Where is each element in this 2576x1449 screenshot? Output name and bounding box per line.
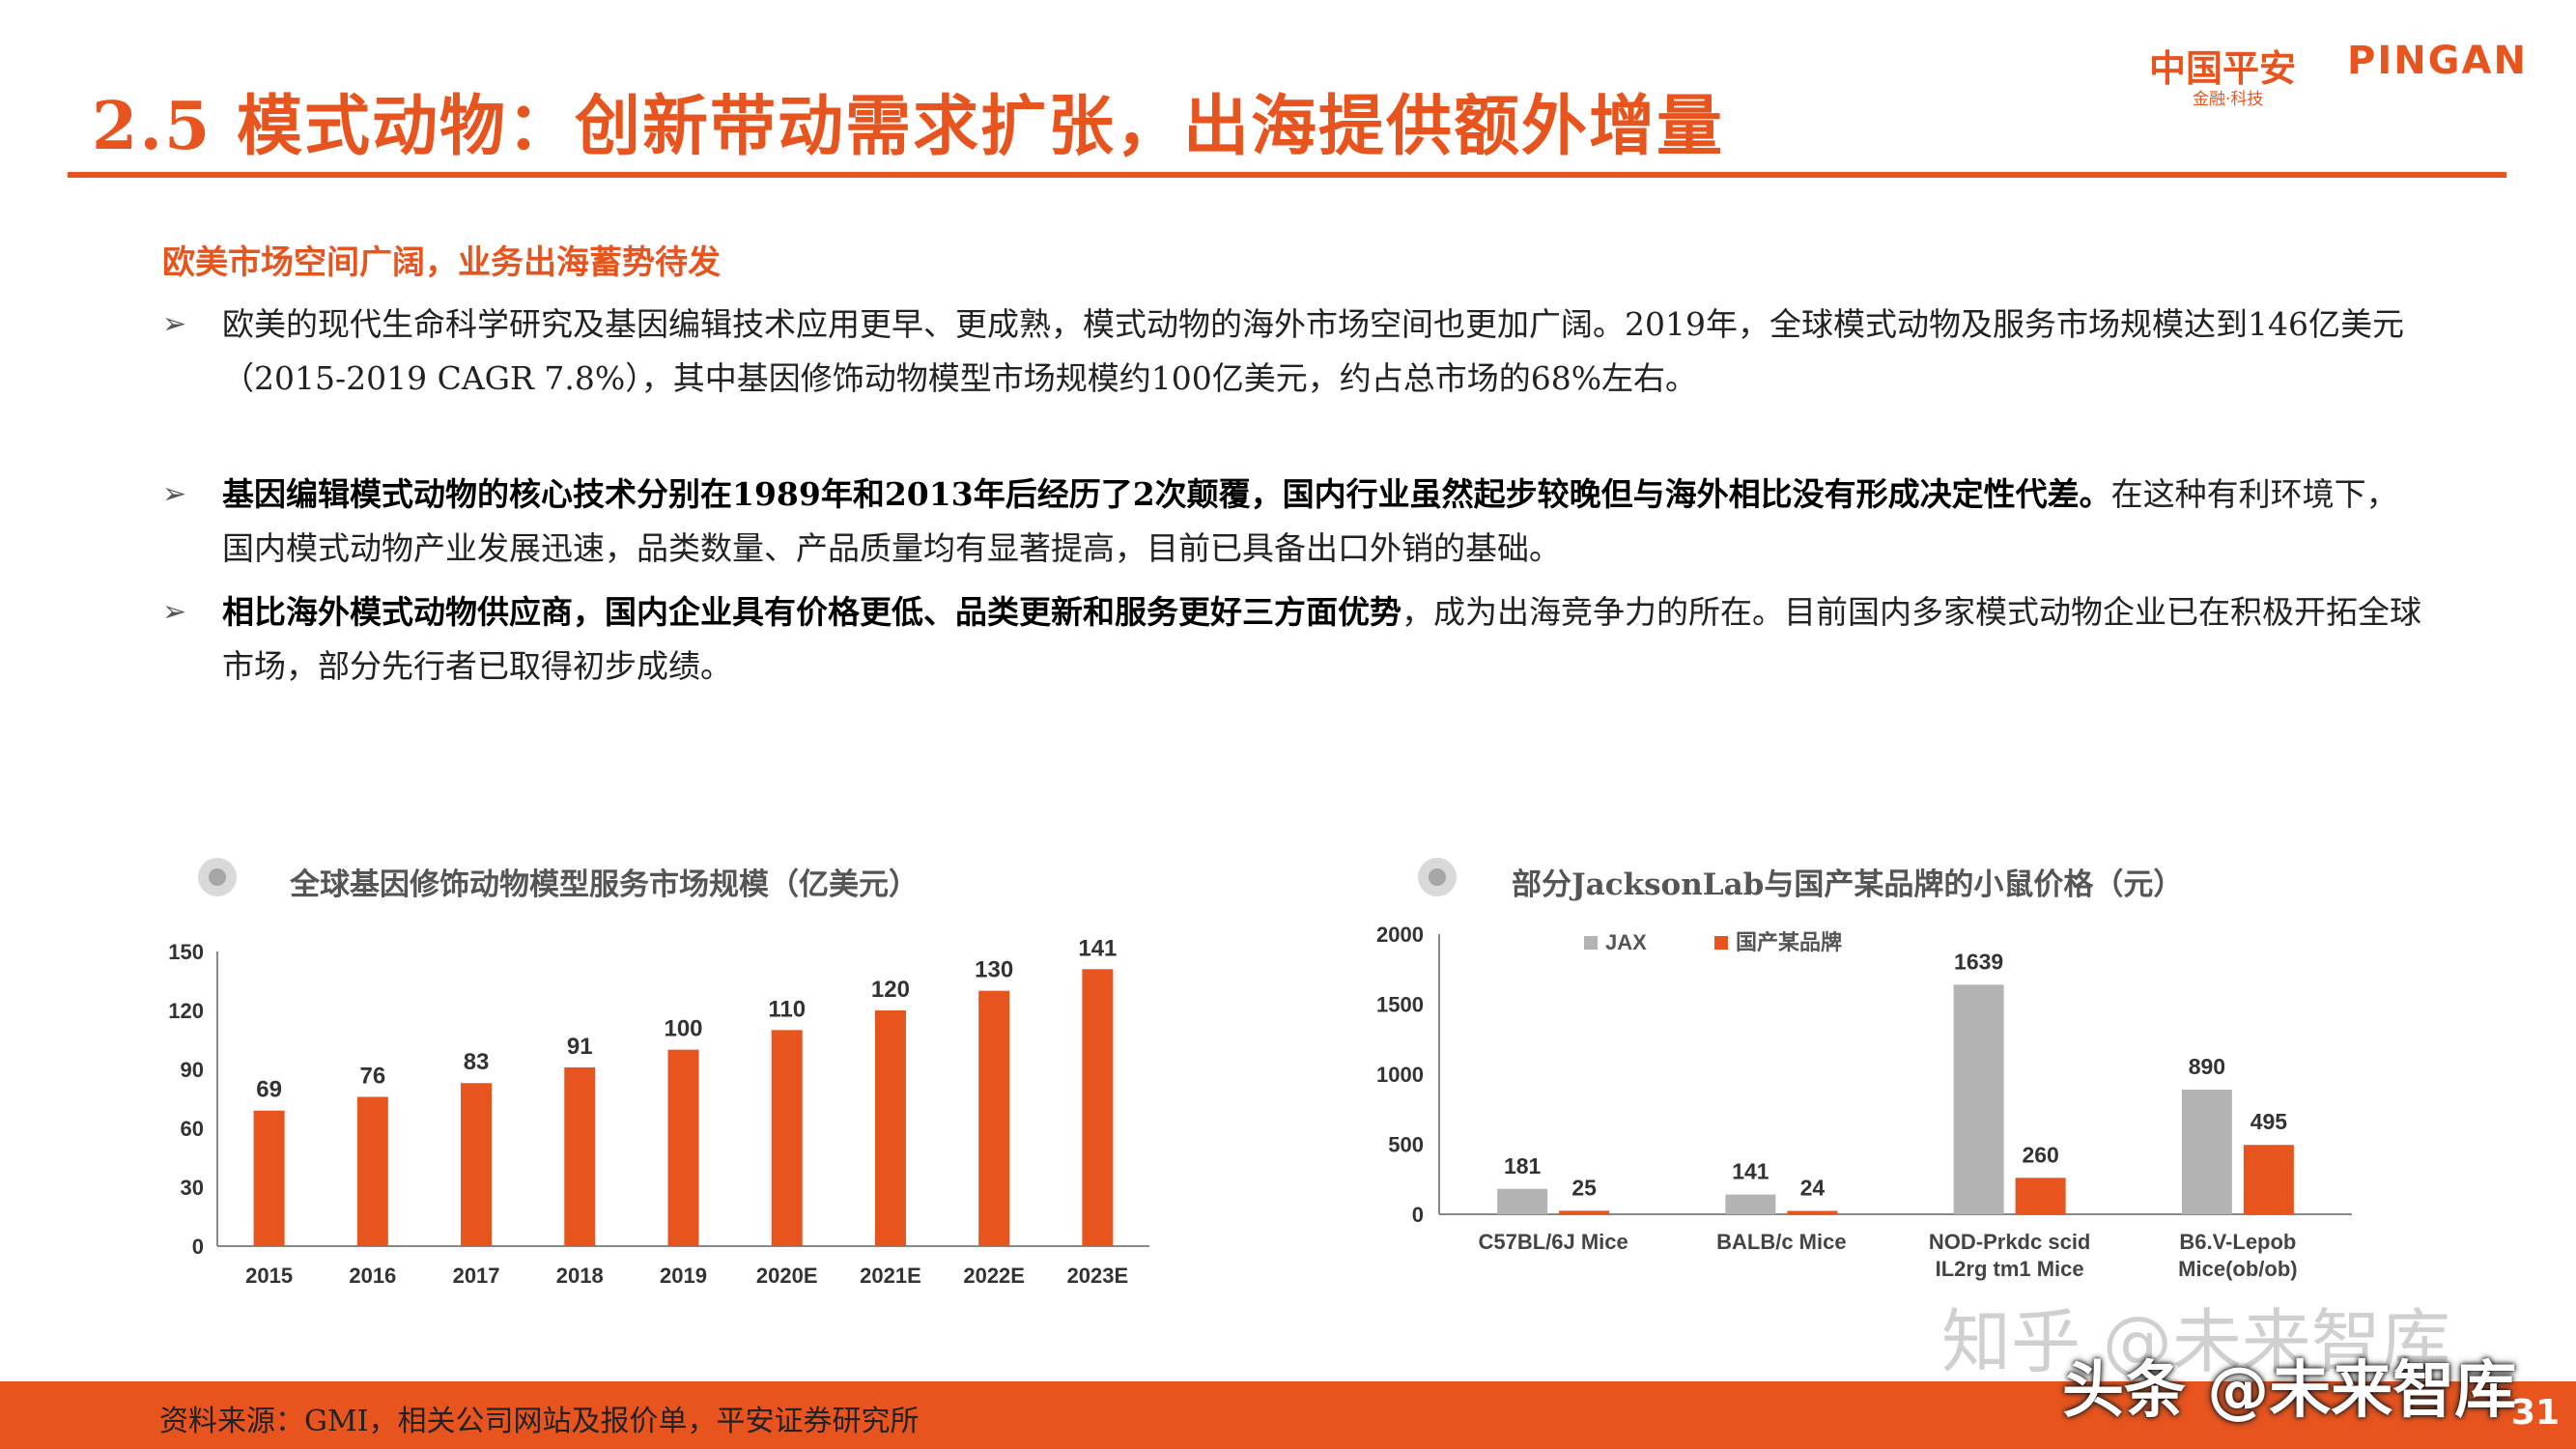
logo-sub-text: 金融·科技 [2193, 90, 2264, 109]
bar [461, 1083, 493, 1246]
section-subheading: 欧美市场空间广阔，业务出海蓄势待发 [162, 243, 721, 282]
y-tick-label: 1500 [1376, 993, 1424, 1017]
bullet-item-1: ➢ 欧美的现代生命科学研究及基因编辑技术应用更早、更成熟，模式动物的海外市场空间… [162, 298, 2427, 406]
data-label: 890 [2189, 1054, 2225, 1079]
logo-cn-text: 中国平安 [2149, 47, 2297, 90]
bar [771, 1030, 803, 1246]
x-tick-label: 2020E [756, 1264, 818, 1288]
legend-swatch [1584, 936, 1598, 950]
target-icon [198, 858, 237, 896]
data-label: 69 [256, 1077, 282, 1103]
y-tick-label: 120 [168, 999, 204, 1023]
zhihu-watermark: 知乎 @未来智库 [1941, 1301, 2450, 1382]
bar [1559, 1210, 1610, 1214]
y-tick-label: 60 [181, 1117, 204, 1141]
x-tick-label: 2023E [1067, 1264, 1129, 1288]
data-label: 260 [2022, 1142, 2058, 1167]
bar [253, 1110, 285, 1246]
bar [1082, 969, 1114, 1246]
legend-swatch [1714, 936, 1728, 950]
target-icon [1418, 858, 1457, 896]
bullet-bold: 相比海外模式动物供应商，国内企业具有价格更低、品类更新和服务更好三方面优势 [222, 593, 1401, 631]
bar [2243, 1145, 2294, 1214]
bar [564, 1066, 596, 1246]
y-tick-label: 1000 [1376, 1063, 1424, 1087]
bar [1725, 1194, 1776, 1214]
bullet-body: ，成为出海竞争力的所在。目前国内多家模式动物企业已在积极开拓全球市场，部分先行者… [222, 593, 2421, 685]
bullet-item-3: ➢ 相比海外模式动物供应商，国内企业具有价格更低、品类更新和服务更好三方面优势，… [162, 585, 2427, 694]
x-tick-label: 2018 [556, 1264, 604, 1288]
data-label: 141 [1732, 1159, 1769, 1184]
data-label: 25 [1571, 1175, 1597, 1200]
y-tick-label: 30 [181, 1176, 204, 1200]
y-tick-label: 90 [181, 1058, 204, 1082]
data-label: 24 [1800, 1176, 1826, 1201]
y-tick-label: 2000 [1376, 923, 1424, 947]
data-label: 91 [567, 1034, 593, 1060]
bar [2015, 1178, 2066, 1214]
bullet-text: 欧美的现代生命科学研究及基因编辑技术应用更早、更成熟，模式动物的海外市场空间也更… [222, 298, 2427, 406]
title-divider [68, 172, 2506, 178]
bullet-bold: 基因编辑模式动物的核心技术分别在1989年和2013年后经历了2次颠覆，国内行业… [222, 475, 2111, 513]
y-tick-label: 0 [192, 1235, 204, 1259]
arrow-bullet-icon: ➢ [162, 307, 187, 341]
page-number: 31 [2511, 1393, 2561, 1433]
data-label: 76 [359, 1063, 385, 1089]
page-title: 2.5 模式动物：创新带动需求扩张，出海提供额外增量 [92, 88, 1724, 165]
x-tick-label: 2015 [245, 1264, 293, 1288]
market-size-bar-chart: 0 30 60 90 120 150 69 2015 76 2016 83 2017 91 2018 100… [168, 935, 1149, 1288]
x-tick-label: B6.V-Lepob [2179, 1230, 2296, 1254]
footer-bar [0, 1381, 2576, 1449]
bar [1787, 1210, 1838, 1214]
arrow-bullet-icon: ➢ [162, 477, 187, 511]
data-label: 83 [464, 1049, 490, 1075]
x-tick-label: 2022E [963, 1264, 1025, 1288]
x-tick-label: IL2rg tm1 Mice [1936, 1257, 2084, 1281]
y-tick-label: 500 [1388, 1133, 1424, 1157]
bullet-body: 在这种有利环境下，国内模式动物产业发展迅速，品类数量、产品质量均有显著提高，目前… [222, 475, 2398, 567]
data-label: 1639 [1954, 949, 2003, 974]
mouse-price-bar-chart: 0 500 1000 1500 2000 JAX 国产某品牌 181 25 C57BL/6J Mi… [1376, 923, 2352, 1281]
bar [356, 1096, 388, 1246]
chart-1-title: 全球基因修饰动物模型服务市场规模（亿美元） [290, 867, 919, 902]
bar [1953, 984, 2004, 1214]
x-tick-label: 2016 [349, 1264, 396, 1288]
bar [1497, 1188, 1548, 1214]
x-tick-label: NOD-Prkdc scid [1929, 1230, 2091, 1254]
data-label: 120 [871, 977, 910, 1003]
bullet-body: 欧美的现代生命科学研究及基因编辑技术应用更早、更成熟，模式动物的海外市场空间也更… [222, 305, 2404, 397]
bullet-text: 相比海外模式动物供应商，国内企业具有价格更低、品类更新和服务更好三方面优势，成为… [222, 585, 2427, 694]
toutiao-watermark: 头条 @未来智库 [2062, 1355, 2517, 1427]
bar [667, 1049, 699, 1246]
x-tick-label: 2019 [660, 1264, 707, 1288]
source-note: 资料来源：GMI，相关公司网站及报价单，平安证券研究所 [159, 1405, 920, 1438]
x-tick-label: 2017 [453, 1264, 500, 1288]
x-tick-label: Mice(ob/ob) [2178, 1257, 2297, 1281]
x-tick-label: BALB/c Mice [1716, 1230, 1846, 1254]
legend-label: JAX [1605, 930, 1647, 954]
y-tick-label: 0 [1412, 1203, 1424, 1227]
bar [978, 990, 1010, 1246]
pingan-logo: 中国平安 PINGAN 金融·科技 [2149, 39, 2545, 116]
bullet-item-2: ➢ 基因编辑模式动物的核心技术分别在1989年和2013年后经历了2次颠覆，国内… [162, 468, 2427, 576]
x-tick-label: 2021E [860, 1264, 921, 1288]
bullet-text: 基因编辑模式动物的核心技术分别在1989年和2013年后经历了2次颠覆，国内行业… [222, 468, 2427, 576]
data-label: 141 [1078, 935, 1117, 961]
bar [874, 1010, 906, 1246]
y-tick-label: 150 [168, 940, 204, 964]
data-label: 110 [768, 996, 806, 1022]
data-label: 495 [2250, 1109, 2288, 1134]
data-label: 181 [1504, 1153, 1542, 1179]
logo-en-text: PINGAN [2347, 39, 2528, 83]
data-label: 100 [664, 1016, 702, 1042]
data-label: 130 [975, 957, 1013, 983]
arrow-bullet-icon: ➢ [162, 595, 187, 629]
legend-label: 国产某品牌 [1736, 930, 1842, 954]
bar [2181, 1089, 2232, 1214]
chart-2-title: 部分JacksonLab与国产某品牌的小鼠价格（元） [1512, 867, 2184, 902]
x-tick-label: C57BL/6J Mice [1478, 1230, 1628, 1254]
